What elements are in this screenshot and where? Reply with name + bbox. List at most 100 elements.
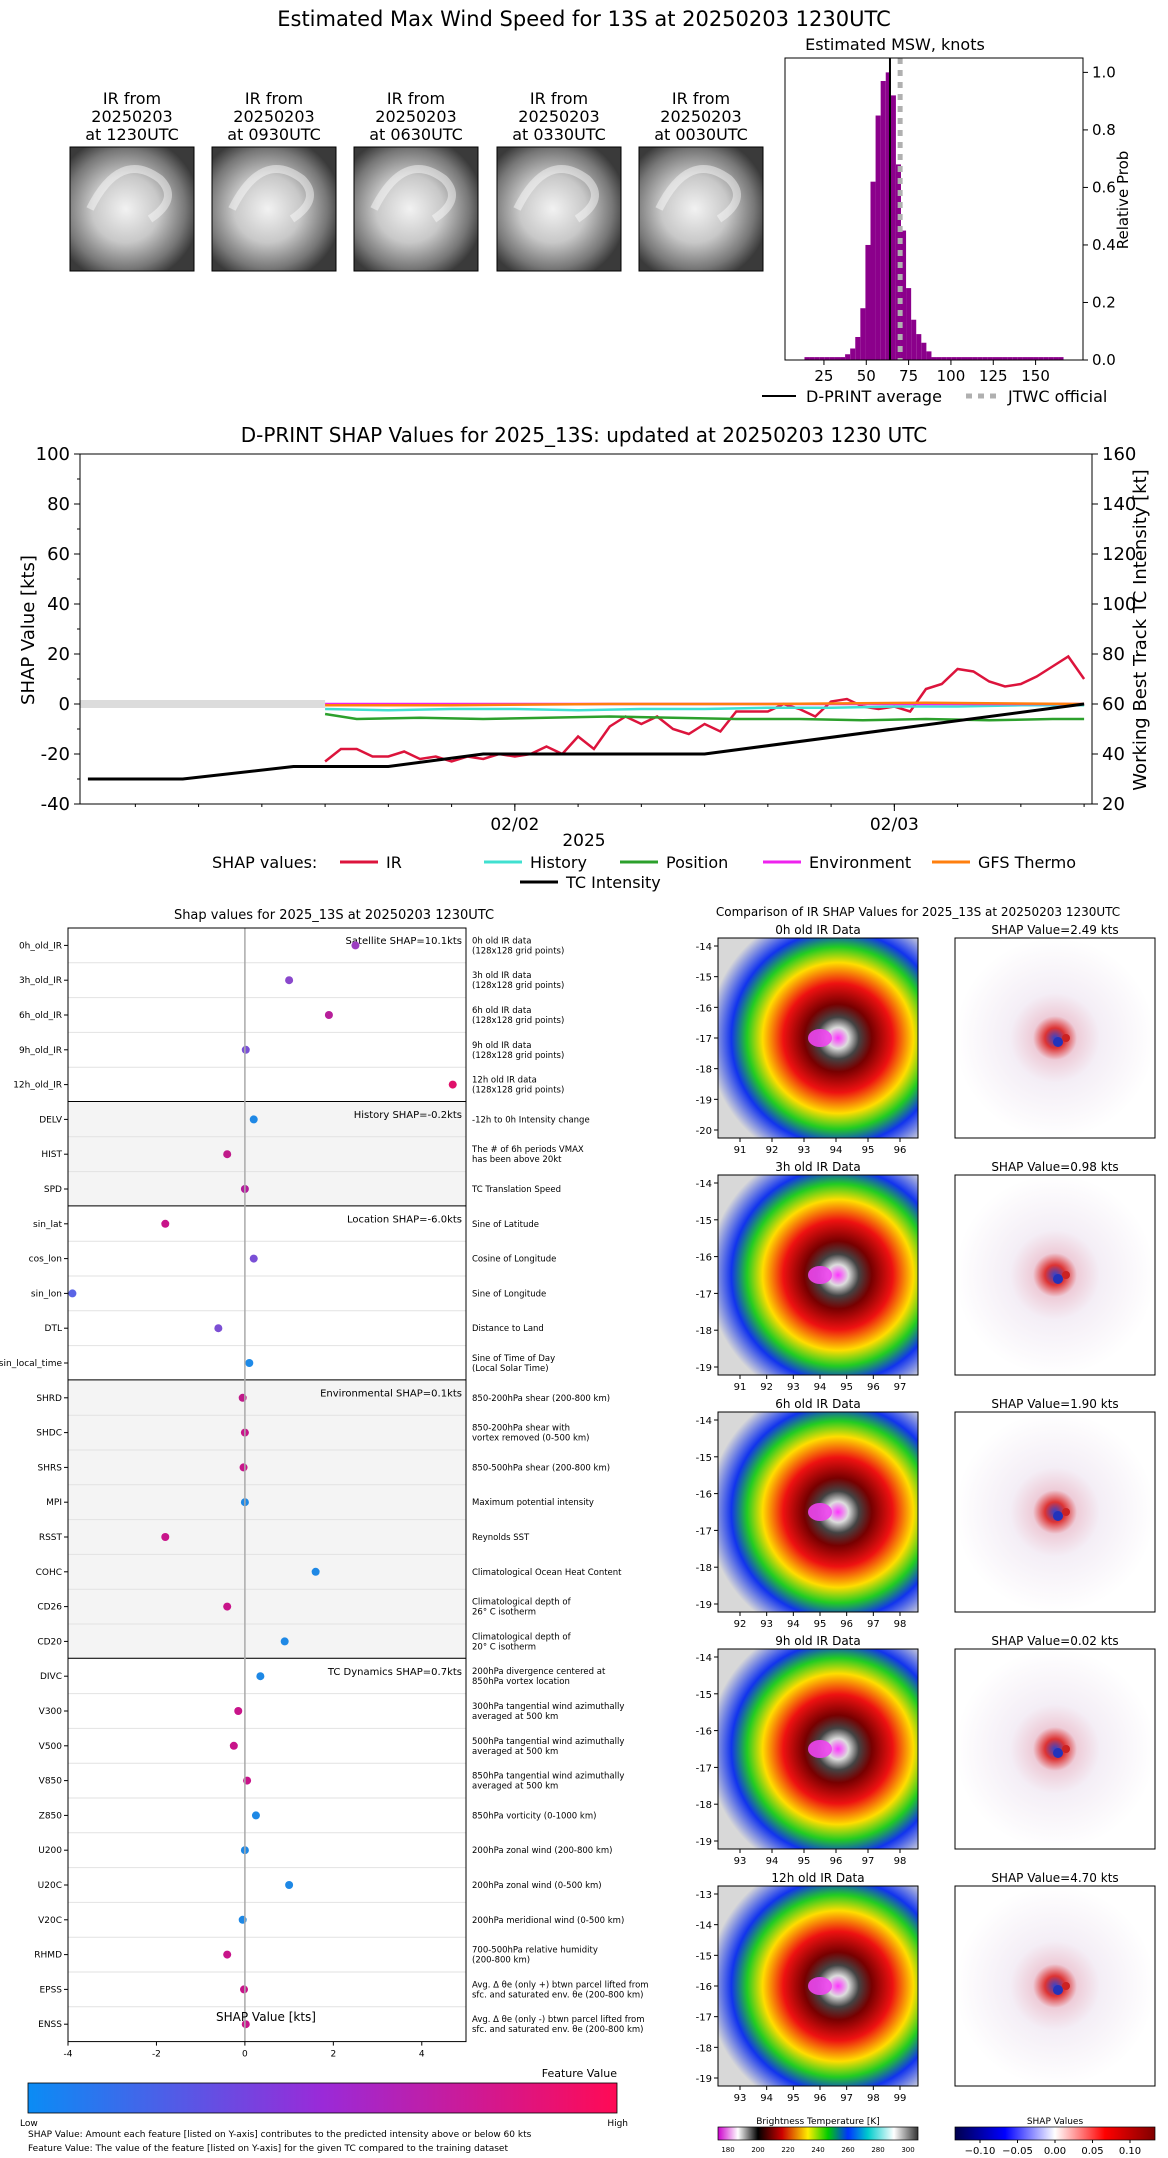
shap-blob-blue <box>1053 1985 1063 1995</box>
shap-blob-blue <box>1053 1748 1063 1758</box>
msw-bar <box>982 357 988 360</box>
group-background <box>68 928 466 1102</box>
shap-colorbar-label: SHAP Values <box>1027 2117 1084 2127</box>
msw-bar <box>1048 357 1054 360</box>
ir-xtick-label: 91 <box>734 1145 747 1156</box>
feature-description-line: Climatological depth of <box>472 1598 572 1608</box>
bt-tick-label: 200 <box>751 2146 764 2154</box>
shap-panel-title: SHAP Value=0.02 kts <box>991 1634 1118 1648</box>
ir-ytick-label: -15 <box>696 973 712 984</box>
feature-description-line: Distance to Land <box>472 1324 544 1334</box>
feature-description-line: (200-800 km) <box>472 1956 530 1966</box>
feature-description: Sine of Latitude <box>472 1220 539 1230</box>
ts-ytick-label: -20 <box>41 744 70 765</box>
feature-dot <box>161 1533 170 1541</box>
feature-description-line: averaged at 500 km <box>472 1782 558 1792</box>
zero-band <box>80 700 326 708</box>
ir-thumb-title: IR from 20250203 at 0930UTC <box>227 89 321 144</box>
ts-ytick-label: 20 <box>47 644 70 665</box>
msw-bar <box>840 357 846 360</box>
ir-xtick-label: 95 <box>840 1382 853 1393</box>
feature-dot <box>223 1150 232 1159</box>
feature-description-line: Avg. Δ θe (only -) btwn parcel lifted fr… <box>472 2015 645 2025</box>
feature-description-line: Sine of Time of Day <box>472 1354 555 1364</box>
feature-dot <box>241 2020 250 2029</box>
feature-description: Distance to Land <box>472 1324 544 1334</box>
ir-ytick-label: -17 <box>696 2013 712 2024</box>
feature-name: SHRD <box>36 1394 62 1404</box>
ir-ytick-label: -16 <box>696 1003 712 1014</box>
feature-name: RSST <box>39 1533 63 1543</box>
ir-thumb-title-line: at 0030UTC <box>654 125 748 144</box>
feature-description-line: 20° C isotherm <box>472 1642 536 1652</box>
msw-bar <box>1027 357 1034 360</box>
ts-y2tick-label: 20 <box>1102 794 1125 815</box>
comparison-title: Comparison of IR SHAP Values for 2025_13… <box>716 905 1120 919</box>
feature-description: Climatological depth of 26° C isotherm <box>472 1598 572 1618</box>
ir-thumb-swirl <box>513 165 599 223</box>
msw-ytick-label: 0.4 <box>1092 236 1116 254</box>
shap-blob-blue <box>1053 1511 1063 1521</box>
ir-panel-title: 9h old IR Data <box>775 1634 861 1648</box>
ts-y2tick-label: 100 <box>1102 594 1136 615</box>
feature-description: Reynolds SST <box>472 1533 530 1543</box>
msw-bar <box>936 357 942 360</box>
ir-ytick-label: -15 <box>696 1216 712 1227</box>
msw-xtick-label: 100 <box>937 367 966 385</box>
feature-name: U20C <box>38 1881 62 1891</box>
ir-ytick-label: -19 <box>696 1837 712 1848</box>
ir-ytick-label: -16 <box>696 1253 712 1264</box>
ts-y2tick-label: 140 <box>1102 494 1136 515</box>
bt-tick-label: 300 <box>901 2146 914 2154</box>
ir-thumb-title: IR from 20250203 at 0330UTC <box>512 89 606 144</box>
feature-description-line: 500hPa tangential wind azimuthally <box>472 1737 624 1747</box>
ir-ytick-label: -15 <box>696 1453 712 1464</box>
bt-tick-label: 180 <box>721 2146 734 2154</box>
shap-blob-red <box>1062 1508 1070 1516</box>
msw-bar <box>829 357 835 360</box>
feature-name: EPSS <box>39 1985 62 1995</box>
ir-xtick-label: 93 <box>734 2093 747 2104</box>
msw-ytick-label: 0.2 <box>1092 293 1116 311</box>
ir-thumb-title-line: 20250203 <box>233 107 314 126</box>
ir-xtick-label: 98 <box>894 1619 907 1630</box>
ir-thumb-title-line: 20250203 <box>91 107 172 126</box>
msw-bar <box>921 342 927 360</box>
ts-legend-label: Environment <box>809 853 911 872</box>
feature-description-line: sfc. and saturated env. θe (200-800 km) <box>472 2025 644 2035</box>
feature-description: 200hPa divergence centered at 850hPa vort… <box>472 1667 606 1687</box>
feature-description: 200hPa zonal wind (0-500 km) <box>472 1881 602 1891</box>
msw-bar <box>972 357 978 360</box>
msw-bar <box>1058 357 1064 360</box>
msw-bar <box>1043 357 1049 360</box>
feature-description-line: 9h old IR data <box>472 1041 531 1051</box>
feature-description-line: 3h old IR data <box>472 971 531 981</box>
ir-xtick-label: 94 <box>830 1145 843 1156</box>
feature-description: 12h old IR data (128x128 grid points) <box>472 1076 564 1096</box>
ir-xtick-label: 97 <box>867 1619 880 1630</box>
ir-ytick-label: -20 <box>696 1126 712 1137</box>
feature-name: cos_lon <box>29 1255 62 1265</box>
ir-xtick-label: 94 <box>760 2093 773 2104</box>
shap-xtick-label: -2 <box>152 2050 161 2060</box>
feature-dot <box>251 1811 260 1820</box>
feature-name: 6h_old_IR <box>19 1011 62 1021</box>
ir-eye <box>808 1977 832 1995</box>
ir-xtick-label: 93 <box>760 1619 773 1630</box>
ir-xtick-label: 97 <box>894 1382 907 1393</box>
feature-description-line: Sine of Longitude <box>472 1289 546 1299</box>
feature-description-line: Avg. Δ θe (only +) btwn parcel lifted fr… <box>472 1980 649 1990</box>
ir-ytick-label: -19 <box>696 1600 712 1611</box>
shap-cb-tick-label: −0.05 <box>1002 2146 1033 2157</box>
ts-ylabel: SHAP Value [kts] <box>18 555 39 705</box>
feature-name: V20C <box>38 1916 62 1926</box>
msw-bar <box>819 357 825 360</box>
feature-dot <box>285 1881 294 1889</box>
ir-xtick-label: 98 <box>867 2093 880 2104</box>
msw-bar <box>961 357 968 360</box>
shap-blob-blue <box>1053 1274 1063 1284</box>
shap-cb-tick-label: −0.10 <box>965 2146 996 2157</box>
feature-name: DTL <box>45 1324 62 1334</box>
ts-legend-label: Position <box>666 853 728 872</box>
ir-eye <box>808 1503 832 1521</box>
